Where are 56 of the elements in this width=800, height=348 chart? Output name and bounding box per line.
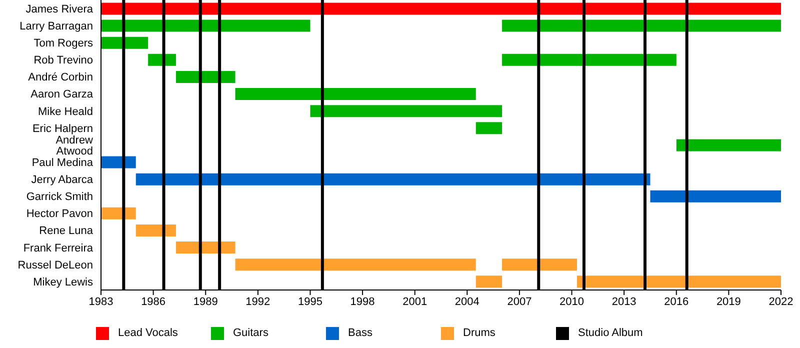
x-tick-label: 2016	[664, 296, 689, 308]
bar	[577, 276, 781, 288]
y-tick-label: Rene Luna	[39, 225, 94, 238]
y-tick-label: Andrew Atwood	[56, 134, 94, 158]
bar	[101, 2, 781, 15]
bar	[502, 20, 781, 32]
bar	[101, 36, 148, 49]
bar	[650, 190, 781, 202]
x-tick-label: 1983	[88, 296, 114, 308]
x-tick-label: 2022	[768, 296, 794, 308]
y-tick-label: André Corbin	[28, 72, 93, 84]
y-tick-label: Tom Rogers	[34, 38, 94, 50]
y-tick-label: Paul Medina	[32, 156, 94, 169]
bar	[235, 88, 476, 100]
x-tick-label: 1995	[298, 296, 322, 308]
y-tick-label: Garrick Smith	[26, 191, 93, 204]
bar	[136, 224, 176, 236]
bar	[676, 139, 781, 152]
y-tick-label: Aaron Garza	[30, 88, 94, 101]
x-tick-label: 1992	[246, 296, 270, 308]
bar	[476, 122, 502, 134]
y-tick-label: Hector Pavon	[26, 208, 93, 220]
x-tick-label: 2007	[507, 296, 532, 308]
legend-label: Drums	[463, 327, 496, 339]
bar	[101, 207, 136, 220]
y-tick-label: Rob Trevino	[34, 54, 93, 67]
y-tick-label: Frank Ferreira	[23, 242, 94, 254]
y-tick-label: Mike Heald	[38, 106, 93, 118]
legend-label: Bass	[348, 327, 372, 339]
bar	[136, 173, 650, 186]
bar	[176, 70, 236, 83]
y-tick-label: James Rivera	[26, 3, 94, 16]
bar	[502, 54, 676, 66]
x-tick-label: 1998	[350, 296, 375, 308]
bar	[310, 105, 502, 118]
y-tick-label: Eric Halpern	[32, 122, 93, 135]
y-tick-label: Larry Barragan	[20, 20, 93, 32]
x-tick-label: 1989	[193, 296, 218, 308]
bar	[101, 156, 136, 168]
bar	[235, 258, 476, 271]
legend-label: Guitars	[233, 327, 268, 339]
x-tick-label: 2013	[612, 296, 636, 308]
x-tick-label: 1986	[141, 296, 166, 308]
legend-label: Lead Vocals	[118, 327, 178, 339]
bar	[476, 276, 502, 288]
y-tick-label: Russel DeLeon	[18, 259, 93, 272]
legend-label: Studio Album	[578, 327, 643, 339]
x-tick-label: 2019	[716, 296, 741, 308]
y-tick-label: Mikey Lewis	[33, 276, 94, 288]
bar	[101, 20, 310, 32]
bar	[502, 258, 577, 271]
y-tick-label: Jerry Abarca	[31, 174, 94, 186]
bar	[176, 242, 236, 254]
x-tick-label: 2004	[454, 296, 480, 308]
x-tick-label: 2010	[560, 296, 584, 308]
x-tick-label: 2001	[402, 296, 428, 308]
